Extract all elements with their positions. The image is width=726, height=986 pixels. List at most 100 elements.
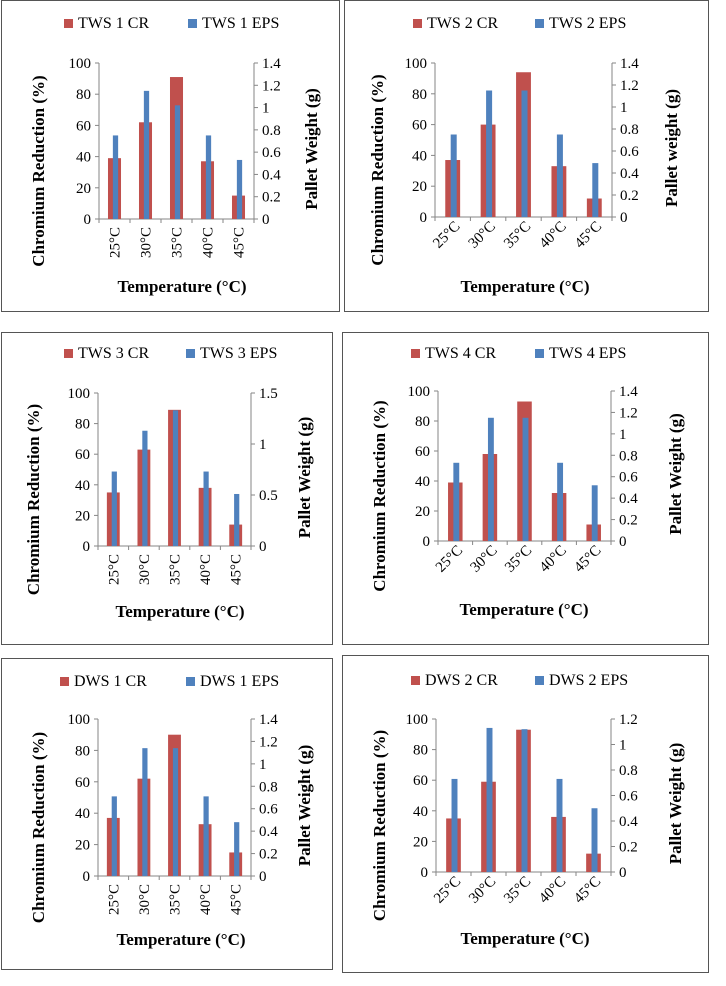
- y2-axis-title: Pallet Weight (g): [302, 88, 321, 210]
- bar-eps: [522, 417, 529, 541]
- bar-eps: [521, 729, 528, 872]
- bar-eps: [487, 417, 494, 541]
- x-tick-label: 30°C: [466, 219, 499, 252]
- x-tick-label: 40°C: [536, 874, 569, 907]
- legend-label-cr: TWS 1 CR: [78, 15, 149, 32]
- bar-eps: [450, 134, 457, 217]
- x-tick-label: 45°C: [571, 874, 604, 907]
- x-axis-title: Temperature (°C): [115, 602, 244, 621]
- y-tick-label: 100: [68, 712, 91, 728]
- y-tick-label: 20: [413, 834, 428, 850]
- y-tick-label: 80: [415, 414, 430, 430]
- y2-tick-label: 0: [259, 539, 267, 555]
- legend-label-eps: TWS 3 EPS: [200, 345, 277, 362]
- bar-eps: [591, 808, 598, 872]
- y2-tick-label: 0: [620, 210, 628, 226]
- y2-tick-label: 0.4: [620, 166, 639, 182]
- x-tick-label: 35°C: [502, 543, 535, 576]
- x-tick-label: 45°C: [229, 554, 245, 585]
- y-tick-label: 80: [75, 417, 90, 433]
- bar-eps: [111, 471, 117, 546]
- y2-tick-label: 0.6: [262, 145, 281, 161]
- x-tick-label: 35°C: [168, 554, 184, 585]
- y-tick-label: 40: [75, 806, 90, 822]
- y2-tick-label: 0: [619, 534, 627, 550]
- legend-label-eps: TWS 4 EPS: [549, 345, 626, 362]
- y2-tick-label: 1: [619, 738, 627, 754]
- x-tick-label: 45°C: [229, 884, 245, 915]
- y-tick-label: 100: [405, 56, 428, 72]
- y2-tick-label: 1.4: [259, 712, 278, 728]
- y2-tick-label: 0.8: [259, 779, 278, 795]
- y2-tick-label: 1.4: [619, 384, 638, 400]
- x-tick-label: 30°C: [467, 543, 500, 576]
- y-tick-label: 80: [412, 87, 427, 103]
- y-tick-label: 0: [84, 212, 92, 228]
- legend-swatch-cr: [64, 19, 73, 28]
- y2-tick-label: 0.4: [619, 814, 638, 830]
- legend-label-eps: DWS 2 EPS: [549, 672, 628, 689]
- bar-eps: [142, 430, 148, 546]
- bar-eps: [521, 90, 528, 217]
- y-tick-label: 60: [413, 773, 428, 789]
- bar-eps: [142, 748, 148, 876]
- x-tick-label: 30°C: [137, 884, 153, 915]
- bar-eps: [205, 135, 212, 219]
- x-tick-label: 45°C: [571, 543, 604, 576]
- y-tick-label: 60: [75, 775, 90, 791]
- y-tick-label: 0: [423, 534, 431, 550]
- x-tick-label: 25°C: [431, 874, 464, 907]
- y-axis-title: Chromium Reduction (%): [370, 400, 389, 591]
- y2-tick-label: 1: [259, 437, 267, 453]
- bar-eps: [172, 748, 179, 876]
- x-tick-label: 25°C: [106, 884, 122, 915]
- y-tick-label: 20: [415, 504, 430, 520]
- y2-tick-label: 0.2: [259, 847, 278, 863]
- y-tick-label: 20: [76, 181, 91, 197]
- y2-tick-label: 0.6: [619, 789, 638, 805]
- bar-eps: [591, 485, 598, 541]
- y2-tick-label: 1.2: [620, 78, 639, 94]
- legend-swatch-eps: [186, 677, 195, 686]
- legend-label-eps: TWS 1 EPS: [202, 15, 279, 32]
- y-tick-label: 60: [412, 118, 427, 134]
- bar-eps: [172, 410, 179, 546]
- y-tick-label: 100: [408, 384, 431, 400]
- y2-tick-label: 0.8: [262, 123, 281, 139]
- bar-eps: [557, 462, 564, 541]
- chart-svg-dws1: DWS 1 CR DWS 1 EPS 0 20 40 60 80 100 0 0.2 0.4 0.6 0…: [29, 673, 314, 949]
- legend-label-cr: TWS 3 CR: [78, 345, 149, 362]
- bar-eps: [234, 493, 240, 546]
- legend-swatch-cr: [64, 349, 73, 358]
- bar-eps: [174, 105, 181, 219]
- x-tick-label: 35°C: [501, 874, 534, 907]
- x-axis-title: Temperature (°C): [460, 929, 589, 948]
- y2-tick-label: 1.4: [262, 56, 281, 72]
- bar-eps: [111, 796, 117, 876]
- legend-swatch-eps: [535, 19, 544, 28]
- y-tick-label: 100: [406, 712, 429, 728]
- y2-tick-label: 0.2: [620, 188, 639, 204]
- y-tick-label: 40: [412, 148, 427, 164]
- x-axis-title: Temperature (°C): [460, 277, 589, 296]
- y2-tick-label: 0.5: [259, 488, 278, 504]
- bar-eps: [556, 134, 563, 217]
- bar-eps: [236, 159, 243, 219]
- y-tick-label: 60: [76, 118, 91, 134]
- y2-tick-label: 0.8: [620, 122, 639, 138]
- y2-axis-title: Pallet Weight (g): [666, 413, 685, 535]
- x-axis-title: Temperature (°C): [116, 930, 245, 949]
- legend-swatch-cr: [411, 349, 420, 358]
- y2-axis-title: Pallet Weight (g): [295, 417, 314, 539]
- legend-label-cr: DWS 2 CR: [425, 672, 498, 689]
- legend-label-eps: DWS 1 EPS: [200, 673, 279, 690]
- y2-tick-label: 1.2: [619, 405, 638, 421]
- chart-panel-dws2: DWS 2 CR DWS 2 EPS 0 20 40 60 80 100 0 0.2 0.4 0.6 0…: [342, 655, 709, 973]
- x-tick-label: 40°C: [536, 219, 569, 252]
- y-tick-label: 20: [75, 838, 90, 854]
- x-tick-label: 45°C: [232, 227, 248, 258]
- y2-tick-label: 1: [259, 757, 267, 773]
- chart-svg-tws2: TWS 2 CR TWS 2 EPS 0 20 40 60 80 100 0 0.2 0.4 0.6 0…: [368, 15, 681, 296]
- y2-tick-label: 1.4: [620, 56, 639, 72]
- legend-swatch-cr: [413, 19, 422, 28]
